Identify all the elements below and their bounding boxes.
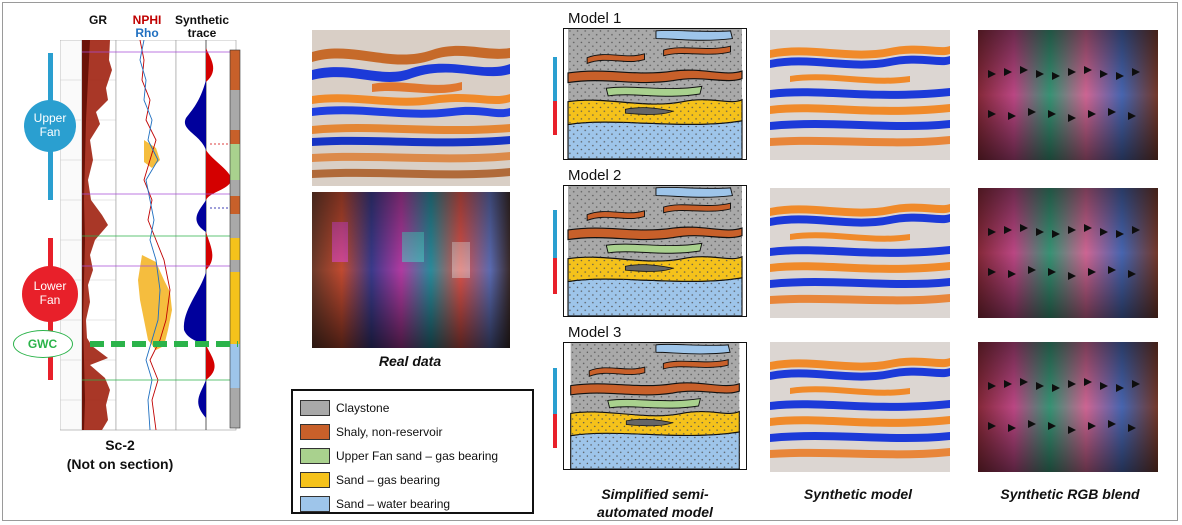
legend-label: Upper Fan sand – gas bearing <box>336 449 499 463</box>
model-3-synthetic-seismic <box>770 342 950 472</box>
simplified-caption-line2: automated model <box>597 504 713 520</box>
lower-fan-marker: Lower Fan <box>22 266 78 322</box>
legend-label: Shaly, non-reservoir <box>336 425 443 439</box>
gr-header: GR <box>89 13 107 27</box>
model-1-title: Model 1 <box>568 10 622 27</box>
upper-fan-marker: Upper Fan <box>24 100 76 152</box>
model-2-lower-bar <box>553 258 557 294</box>
well-note: (Not on section) <box>66 456 174 472</box>
claystone-swatch <box>300 400 330 416</box>
upper-fan-sand-swatch <box>300 448 330 464</box>
real-data-caption: Real data <box>378 353 442 369</box>
model-1-geomodel <box>563 28 747 160</box>
model-2-synthetic-seismic <box>770 188 950 318</box>
legend-item-shaly: Shaly, non-reservoir <box>300 422 443 442</box>
upper-fan-label-line1: Upper <box>33 111 67 125</box>
water-sand-swatch <box>300 496 330 512</box>
gas-sand-swatch <box>300 472 330 488</box>
model-1-upper-bar <box>553 57 557 101</box>
model-3-lower-bar <box>553 414 557 448</box>
shaly-swatch <box>300 424 330 440</box>
model-2-geomodel <box>563 185 747 317</box>
lithology-legend: Claystone Shaly, non-reservoir Upper Fan… <box>291 389 534 514</box>
legend-item-gas-sand: Sand – gas bearing <box>300 470 440 490</box>
legend-label: Sand – water bearing <box>336 497 451 511</box>
model-1-synthetic-seismic <box>770 30 950 160</box>
legend-item-upper-fan-sand: Upper Fan sand – gas bearing <box>300 446 498 466</box>
rho-header: Rho <box>135 26 159 40</box>
model-2-rgb-blend <box>978 188 1158 318</box>
nphi-header: NPHI <box>132 13 162 27</box>
upper-fan-label-line2: Fan <box>39 125 61 139</box>
legend-item-water-sand: Sand – water bearing <box>300 494 450 514</box>
model-2-title: Model 2 <box>568 167 622 184</box>
model-1-lower-bar <box>553 101 557 135</box>
model-2-upper-bar <box>553 210 557 258</box>
gwc-line <box>90 341 238 347</box>
well-name: Sc-2 <box>105 437 135 453</box>
model-3-geomodel <box>563 342 747 470</box>
real-data-seismic <box>312 30 510 186</box>
model-3-rgb-blend <box>978 342 1158 472</box>
synthetic-header-line2: trace <box>187 26 217 40</box>
synthetic-rgb-caption: Synthetic RGB blend <box>1000 486 1140 502</box>
real-data-rgb-blend <box>312 192 510 348</box>
model-3-title: Model 3 <box>568 324 622 341</box>
simplified-caption-line1: Simplified semi- <box>601 486 709 502</box>
synthetic-header-line1: Synthetic <box>174 13 229 27</box>
model-1-rgb-blend <box>978 30 1158 160</box>
legend-item-claystone: Claystone <box>300 398 389 418</box>
lower-fan-label-line1: Lower <box>33 279 67 293</box>
gwc-marker: GWC <box>13 330 73 358</box>
gwc-label: GWC <box>27 337 58 351</box>
model-3-upper-bar <box>553 368 557 414</box>
legend-label: Claystone <box>336 401 390 415</box>
well-log-plot <box>60 40 241 431</box>
synthetic-model-caption: Synthetic model <box>803 486 913 502</box>
lower-fan-label-line2: Fan <box>39 293 61 307</box>
legend-label: Sand – gas bearing <box>336 473 441 487</box>
